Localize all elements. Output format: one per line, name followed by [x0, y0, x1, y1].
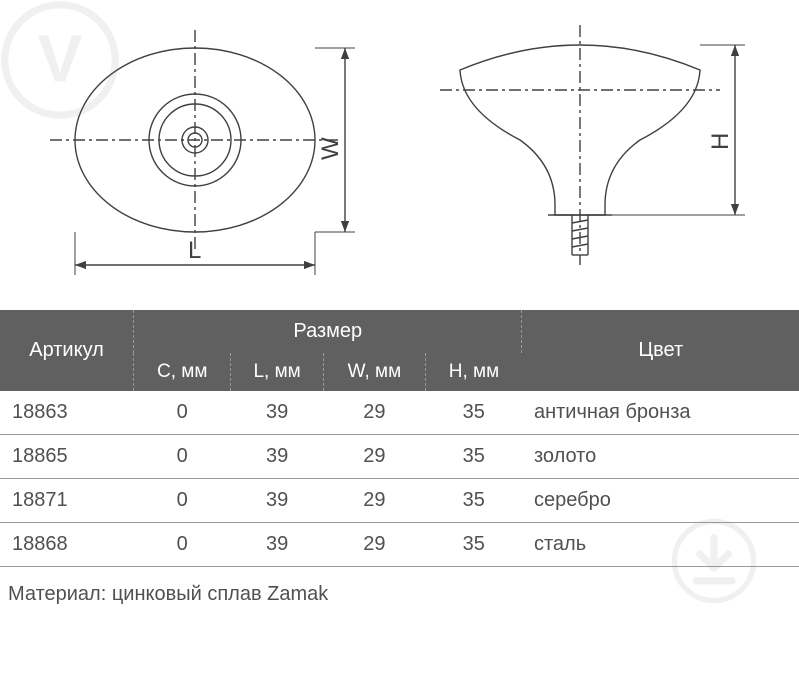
cell-art: 18863: [0, 391, 134, 435]
col-article: Артикул: [0, 310, 134, 391]
cell-l: 39: [231, 435, 323, 479]
material-line: Материал: цинковый сплав Zamak: [0, 567, 799, 606]
cell-color: античная бронза: [522, 391, 799, 435]
cell-art: 18871: [0, 479, 134, 523]
technical-drawing: L W H: [0, 0, 799, 310]
cell-w: 29: [323, 523, 425, 567]
table-row: 18868 0 39 29 35 сталь: [0, 523, 799, 567]
cell-w: 29: [323, 479, 425, 523]
dim-label-H: H: [707, 133, 734, 150]
col-color: Цвет: [522, 310, 799, 391]
cell-c: 0: [134, 479, 231, 523]
cell-l: 39: [231, 391, 323, 435]
cell-w: 29: [323, 391, 425, 435]
dim-label-L: L: [188, 237, 201, 264]
spec-table-body: 18863 0 39 29 35 античная бронза 18865 0…: [0, 391, 799, 567]
subcol-c: C, мм: [134, 353, 231, 391]
cell-c: 0: [134, 391, 231, 435]
cell-h: 35: [425, 479, 522, 523]
cell-color: серебро: [522, 479, 799, 523]
spec-table: Артикул Размер Цвет C, мм L, мм W, мм H,…: [0, 310, 799, 567]
cell-color: золото: [522, 435, 799, 479]
cell-l: 39: [231, 523, 323, 567]
cell-l: 39: [231, 479, 323, 523]
cell-w: 29: [323, 435, 425, 479]
cell-c: 0: [134, 435, 231, 479]
table-row: 18871 0 39 29 35 серебро: [0, 479, 799, 523]
cell-color: сталь: [522, 523, 799, 567]
spec-table-wrap: Артикул Размер Цвет C, мм L, мм W, мм H,…: [0, 310, 799, 567]
col-size: Размер: [134, 310, 522, 353]
subcol-l: L, мм: [231, 353, 323, 391]
subcol-h: H, мм: [425, 353, 522, 391]
table-row: 18863 0 39 29 35 античная бронза: [0, 391, 799, 435]
cell-c: 0: [134, 523, 231, 567]
dim-label-W: W: [317, 137, 344, 160]
cell-art: 18865: [0, 435, 134, 479]
subcol-w: W, мм: [323, 353, 425, 391]
drawing-svg: L W H: [0, 0, 799, 310]
cell-h: 35: [425, 435, 522, 479]
cell-h: 35: [425, 523, 522, 567]
cell-h: 35: [425, 391, 522, 435]
table-row: 18865 0 39 29 35 золото: [0, 435, 799, 479]
cell-art: 18868: [0, 523, 134, 567]
